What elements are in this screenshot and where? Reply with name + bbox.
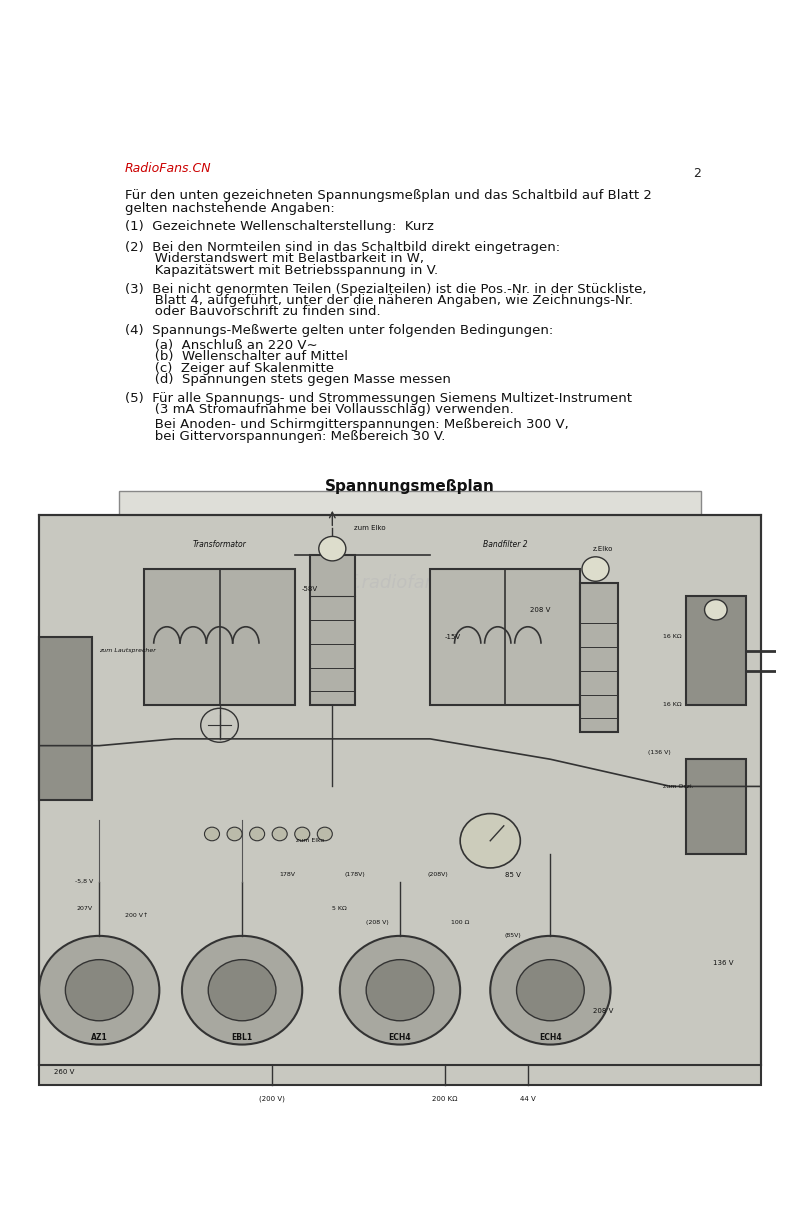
Text: -5,8 V: -5,8 V bbox=[75, 879, 94, 884]
Circle shape bbox=[582, 557, 609, 581]
Circle shape bbox=[227, 827, 242, 841]
Text: 5 KΩ: 5 KΩ bbox=[333, 906, 347, 911]
Text: (178V): (178V) bbox=[345, 873, 366, 878]
Text: Transformator: Transformator bbox=[193, 540, 246, 548]
Text: ECH4: ECH4 bbox=[539, 1033, 562, 1043]
Text: 208 V: 208 V bbox=[530, 607, 550, 613]
Text: zum Oszi.: zum Oszi. bbox=[663, 783, 694, 789]
Text: 16 KΩ: 16 KΩ bbox=[663, 703, 682, 707]
Text: (200 V): (200 V) bbox=[259, 1095, 285, 1102]
Bar bbox=[581, 583, 618, 732]
Text: ECH4: ECH4 bbox=[389, 1033, 411, 1043]
Text: zum Elko: zum Elko bbox=[295, 838, 324, 843]
Circle shape bbox=[39, 936, 159, 1044]
Text: (3 mA Stromaufnahme bei Vollausschlag) verwenden.: (3 mA Stromaufnahme bei Vollausschlag) v… bbox=[125, 403, 514, 416]
Text: 44 V: 44 V bbox=[520, 1095, 536, 1102]
Circle shape bbox=[318, 536, 346, 561]
Circle shape bbox=[250, 827, 265, 841]
Text: (d)  Spannungen stets gegen Masse messen: (d) Spannungen stets gegen Masse messen bbox=[125, 373, 450, 386]
Text: (3)  Bei nicht genormten Teilen (Spezialteilen) ist die Pos.-Nr. in der Stücklis: (3) Bei nicht genormten Teilen (Spezialt… bbox=[125, 283, 646, 296]
Text: bei Gittervorspannungen: Meßbereich 30 V.: bei Gittervorspannungen: Meßbereich 30 V… bbox=[125, 430, 445, 443]
Text: (b)  Wellenschalter auf Mittel: (b) Wellenschalter auf Mittel bbox=[125, 350, 348, 364]
Text: 200 V↑: 200 V↑ bbox=[125, 913, 149, 918]
Circle shape bbox=[705, 600, 727, 621]
Text: 207V: 207V bbox=[76, 906, 92, 911]
Text: oder Bauvorschrift zu finden sind.: oder Bauvorschrift zu finden sind. bbox=[125, 305, 381, 318]
Text: Kapazitätswert mit Betriebsspannung in V.: Kapazitätswert mit Betriebsspannung in V… bbox=[125, 263, 438, 277]
Text: RadioFans.CN: RadioFans.CN bbox=[125, 163, 211, 175]
Text: (c)  Zeiger auf Skalenmitte: (c) Zeiger auf Skalenmitte bbox=[125, 362, 334, 375]
Text: 260 V: 260 V bbox=[54, 1069, 74, 1075]
Text: 208 V: 208 V bbox=[593, 1007, 614, 1013]
Text: gelten nachstehende Angaben:: gelten nachstehende Angaben: bbox=[125, 202, 334, 214]
Text: -15V: -15V bbox=[445, 634, 461, 640]
Text: (5)  Für alle Spannungs- und Strommessungen Siemens Multizet-Instrument: (5) Für alle Spannungs- und Strommessung… bbox=[125, 392, 632, 405]
Text: 178V: 178V bbox=[279, 873, 295, 878]
Circle shape bbox=[294, 827, 310, 841]
Text: 2: 2 bbox=[694, 166, 702, 180]
Text: (208 V): (208 V) bbox=[366, 919, 389, 925]
Circle shape bbox=[318, 827, 332, 841]
Text: (85V): (85V) bbox=[505, 934, 521, 939]
Text: (4)  Spannungs-Meßwerte gelten unter folgenden Bedingungen:: (4) Spannungs-Meßwerte gelten unter folg… bbox=[125, 324, 553, 337]
Text: zum Elko: zum Elko bbox=[354, 525, 386, 531]
Text: -58V: -58V bbox=[302, 586, 318, 592]
Text: z.Elko: z.Elko bbox=[593, 546, 614, 552]
Text: 136 V: 136 V bbox=[713, 960, 734, 966]
Circle shape bbox=[490, 936, 610, 1044]
Circle shape bbox=[366, 960, 434, 1021]
Text: EBL1: EBL1 bbox=[231, 1033, 253, 1043]
Circle shape bbox=[460, 814, 520, 868]
FancyBboxPatch shape bbox=[118, 491, 702, 1013]
Circle shape bbox=[340, 936, 460, 1044]
Text: (2)  Bei den Normteilen sind in das Schaltbild direkt eingetragen:: (2) Bei den Normteilen sind in das Schal… bbox=[125, 241, 560, 255]
Text: 100 Ω: 100 Ω bbox=[451, 919, 470, 925]
Circle shape bbox=[182, 936, 302, 1044]
Circle shape bbox=[66, 960, 133, 1021]
Text: (136 V): (136 V) bbox=[648, 750, 671, 755]
Circle shape bbox=[272, 827, 287, 841]
Text: Für den unten gezeichneten Spannungsmeßplan und das Schaltbild auf Blatt 2: Für den unten gezeichneten Spannungsmeßp… bbox=[125, 190, 652, 202]
Text: (a)  Anschluß an 220 V∼: (a) Anschluß an 220 V∼ bbox=[125, 339, 318, 353]
Text: Spannungsmeßplan: Spannungsmeßplan bbox=[325, 479, 495, 493]
Text: zum Lautsprecher: zum Lautsprecher bbox=[99, 647, 156, 654]
Bar bbox=[686, 596, 746, 705]
Text: Bandfilter 2: Bandfilter 2 bbox=[483, 540, 527, 548]
Text: Blatt 4, aufgeführt, unter der die näheren Angaben, wie Zeichnungs-Nr.: Blatt 4, aufgeführt, unter der die näher… bbox=[125, 294, 633, 307]
Text: 200 KΩ: 200 KΩ bbox=[432, 1095, 458, 1102]
Bar bbox=[144, 569, 294, 705]
Circle shape bbox=[208, 960, 276, 1021]
Bar bbox=[430, 569, 581, 705]
Text: (208V): (208V) bbox=[427, 873, 448, 878]
Bar bbox=[310, 556, 355, 705]
Text: pdf.radiofans.cn: pdf.radiofans.cn bbox=[327, 574, 473, 591]
Text: SH 1306: SH 1306 bbox=[125, 1065, 178, 1078]
Bar bbox=[39, 514, 761, 1086]
Text: AZ1: AZ1 bbox=[91, 1033, 107, 1043]
Text: Bei Anoden- und Schirmgitterspannungen: Meßbereich 300 V,: Bei Anoden- und Schirmgitterspannungen: … bbox=[125, 419, 569, 431]
Bar bbox=[39, 636, 92, 800]
Text: Widerstandswert mit Belastbarkeit in W,: Widerstandswert mit Belastbarkeit in W, bbox=[125, 252, 424, 266]
Text: 85 V: 85 V bbox=[505, 871, 521, 878]
Text: (1)  Gezeichnete Wellenschalterstellung:  Kurz: (1) Gezeichnete Wellenschalterstellung: … bbox=[125, 220, 434, 234]
Bar bbox=[686, 759, 746, 854]
Text: 16 KΩ: 16 KΩ bbox=[663, 634, 682, 639]
Circle shape bbox=[205, 827, 219, 841]
Circle shape bbox=[517, 960, 584, 1021]
